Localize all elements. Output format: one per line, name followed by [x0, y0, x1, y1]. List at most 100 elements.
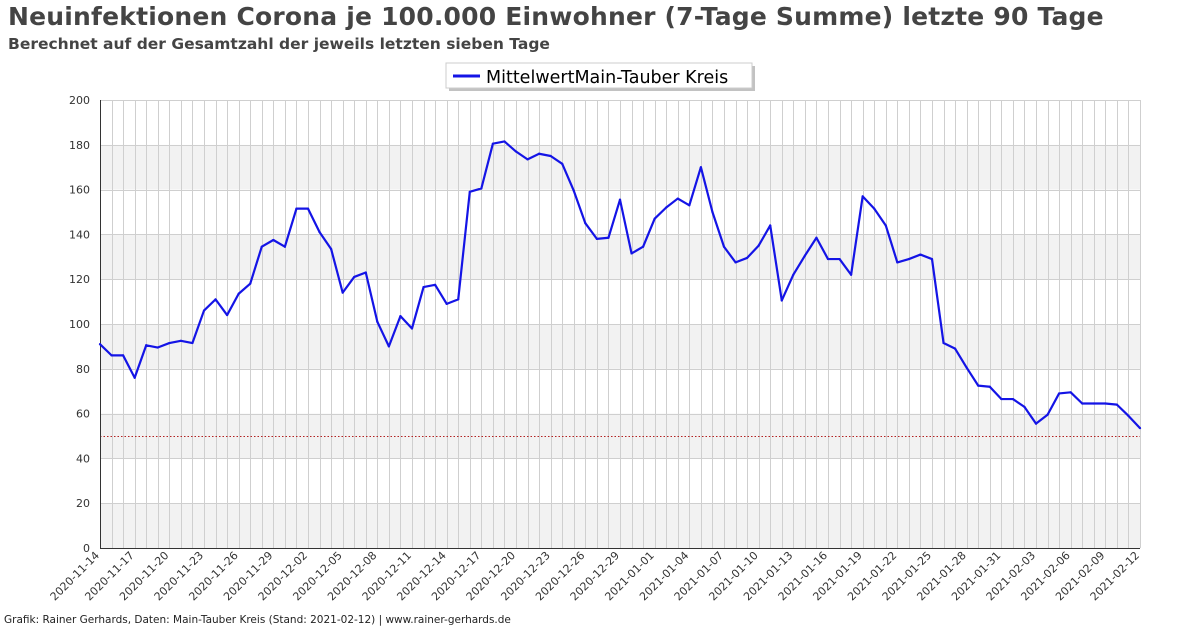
data-point: [873, 207, 876, 210]
data-point: [283, 245, 286, 248]
chart-title: Neuinfektionen Corona je 100.000 Einwohn…: [8, 2, 1104, 31]
footer-credit: Grafik: Rainer Gerhards, Daten: Main-Tau…: [4, 614, 511, 626]
data-point: [364, 271, 367, 274]
data-point: [746, 256, 749, 260]
data-point: [249, 282, 252, 285]
chart-subtitle: Berechnet auf der Gesamtzahl der jeweils…: [8, 35, 550, 53]
data-point: [676, 197, 679, 200]
data-point: [1092, 402, 1095, 405]
y-tick-labels: 0 20 40 60 80 100 120 140 160 180 200: [69, 94, 90, 555]
data-point: [861, 195, 864, 198]
data-point: [769, 224, 772, 227]
data-point: [318, 231, 321, 234]
y-tick-label: 160: [69, 184, 90, 197]
data-point: [122, 354, 125, 357]
data-point: [98, 343, 102, 346]
data-point: [1104, 402, 1107, 405]
data-point: [595, 237, 598, 240]
data-point: [930, 257, 934, 261]
data-point: [803, 254, 806, 257]
data-point: [711, 210, 714, 214]
data-point: [1034, 422, 1038, 425]
y-tick-label: 140: [69, 228, 90, 241]
data-point: [191, 341, 194, 345]
data-point: [260, 245, 263, 248]
data-point: [653, 217, 656, 220]
data-point: [341, 291, 344, 294]
data-point: [445, 302, 448, 305]
data-point: [353, 275, 356, 279]
y-tick-label: 120: [69, 273, 90, 286]
y-tick-label: 180: [69, 139, 90, 152]
data-point: [838, 257, 841, 261]
series-group: [98, 140, 1142, 430]
y-tick-label: 100: [69, 318, 90, 331]
legend-box: [445, 62, 753, 89]
y-tick-label: 0: [83, 542, 90, 555]
data-point: [1023, 405, 1026, 408]
data-point: [896, 261, 899, 264]
data-point: [977, 384, 980, 387]
data-point: [665, 206, 668, 209]
data-point: [954, 347, 957, 350]
data-point: [1081, 402, 1084, 405]
data-point: [1138, 427, 1142, 430]
data-point: [538, 152, 541, 155]
legend-label: MittelwertMain-Tauber Kreis: [486, 68, 728, 88]
data-point: [503, 140, 506, 143]
data-point: [780, 299, 783, 302]
data-point: [630, 252, 633, 255]
data-point: [156, 346, 159, 349]
data-point: [376, 320, 379, 323]
data-point: [1069, 391, 1072, 394]
data-point: [422, 285, 425, 289]
y-tick-label: 20: [76, 497, 90, 510]
data-point: [572, 189, 575, 192]
data-point: [387, 345, 390, 348]
data-point: [826, 257, 830, 261]
data-point: [110, 354, 113, 357]
data-point: [133, 376, 136, 379]
data-point: [399, 315, 402, 318]
data-point: [792, 273, 795, 276]
data-point: [688, 204, 691, 207]
data-point: [468, 190, 471, 193]
data-point: [1046, 413, 1049, 416]
data-point: [549, 154, 552, 158]
data-point: [734, 261, 737, 264]
data-point: [699, 166, 702, 169]
legend: MittelwertMain-Tauber Kreis: [445, 62, 755, 91]
data-point: [434, 283, 437, 286]
data-point: [526, 158, 529, 161]
data-point: [850, 273, 853, 276]
data-point: [410, 327, 414, 330]
data-point: [214, 298, 217, 301]
data-point: [642, 245, 645, 248]
data-point: [179, 339, 182, 342]
y-tick-label: 60: [76, 408, 90, 421]
data-point: [457, 298, 460, 301]
data-point: [514, 150, 518, 153]
data-point: [722, 245, 726, 248]
data-point: [202, 309, 206, 312]
data-point: [942, 341, 945, 345]
x-tick-labels: 2020-11-142020-11-172020-11-202020-11-23…: [48, 549, 1142, 603]
data-point: [168, 341, 171, 345]
data-point: [815, 236, 818, 239]
data-point: [1058, 392, 1061, 395]
data-point: [491, 142, 494, 145]
data-point: [272, 238, 275, 242]
data-point: [306, 207, 310, 210]
data-point: [607, 236, 610, 239]
data-point: [884, 224, 887, 227]
data-point: [757, 244, 760, 247]
data-point: [988, 385, 991, 388]
y-tick-label: 40: [76, 452, 90, 465]
data-point: [1115, 403, 1118, 406]
data-point: [480, 187, 483, 190]
y-tick-label: 200: [69, 94, 90, 107]
y-tick-label: 80: [76, 363, 90, 376]
data-point: [1127, 414, 1130, 417]
data-point: [561, 162, 564, 165]
